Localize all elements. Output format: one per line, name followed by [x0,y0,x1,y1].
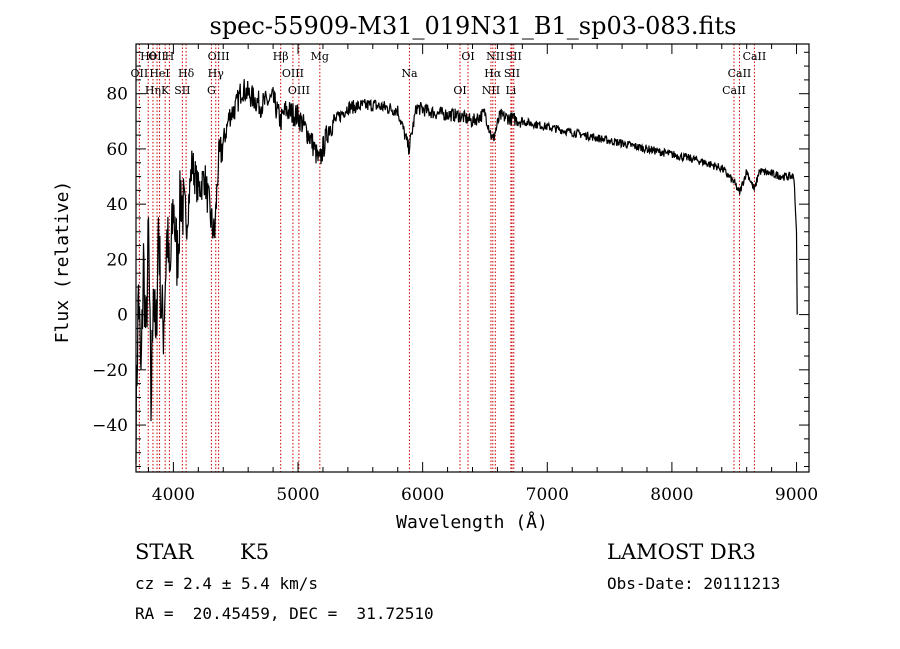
line-marker-label: Hα [484,67,502,80]
y-tick-label: −20 [92,361,128,381]
redshift-velocity: cz = 2.4 ± 5.4 km/s [135,574,319,593]
line-marker-label: SII [174,84,190,97]
line-marker-label-layer: HθOIIHηOIIHeIKHHδSIIOIIIHγGHβOIIIOIIIMgN… [131,50,767,97]
line-marker-label: Hδ [178,67,195,80]
line-marker-label: H [165,50,175,63]
x-tick-label: 4000 [152,485,195,505]
plot-frame [135,43,810,473]
line-marker-label: OII [148,50,166,63]
line-marker-label: Mg [311,50,329,63]
line-marker-label: OII [131,67,149,80]
y-axis-ticks: −40 −20 0 20 40 60 80 [92,51,809,467]
line-marker-label: HeI [149,67,169,80]
observation-date: Obs-Date: 20111213 [607,574,781,593]
x-tick-label: 8000 [650,485,693,505]
x-tick-label: 7000 [526,485,569,505]
line-marker-label: OI [461,50,474,63]
y-tick-label: 40 [106,195,128,215]
line-marker-label: Na [401,67,418,80]
object-subclass: K5 [240,540,270,564]
line-marker-label: CaII [722,84,746,97]
line-marker-label: OIII [208,50,230,63]
line-marker-label: NII [486,50,504,63]
line-marker-label: NII [482,84,500,97]
line-marker-label: K [161,84,170,97]
line-marker-label: SII [506,50,522,63]
y-tick-label: −40 [92,416,128,436]
x-axis-label: Wavelength (Å) [396,511,548,533]
spectrum-line [135,79,798,464]
line-marker-label: SII [504,67,520,80]
y-tick-label: 0 [117,306,128,326]
y-tick-label: 80 [106,85,128,105]
line-marker-label: Hγ [208,67,225,80]
y-axis-label: Flux (relative) [52,181,73,344]
line-marker-label: Li [505,84,516,97]
line-marker-label: OI [453,84,466,97]
line-marker-label: Hβ [273,50,289,63]
line-marker-label: OIII [288,84,310,97]
x-axis-ticks: 4000 5000 6000 7000 8000 9000 [147,44,818,505]
line-marker-label: CaII [728,67,752,80]
line-marker-label: OIII [282,67,304,80]
line-marker-label: Hη [145,84,161,97]
chart-title: spec-55909-M31_019N31_B1_sp03-083.fits [210,12,737,40]
survey-release: LAMOST DR3 [607,540,756,564]
object-class: STAR [135,540,194,564]
sky-coordinates: RA = 20.45459, DEC = 31.72510 [135,604,434,623]
line-marker-label: CaII [743,50,767,63]
y-tick-label: 20 [106,250,128,270]
line-marker-label: Hθ [140,50,157,63]
x-tick-label: 9000 [775,485,818,505]
line-marker-label: G [207,84,216,97]
y-tick-label: 60 [106,140,128,160]
x-tick-label: 5000 [276,485,319,505]
x-tick-label: 6000 [401,485,444,505]
